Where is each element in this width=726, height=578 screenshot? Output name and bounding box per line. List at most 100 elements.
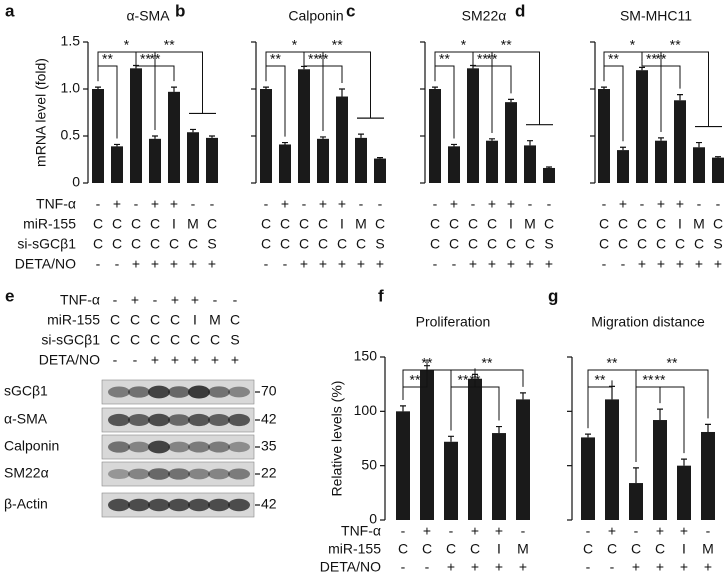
condition: - (113, 352, 118, 368)
condition: + (507, 196, 515, 212)
y-tick-label: 1.5 (61, 33, 81, 49)
condition: C (112, 236, 122, 252)
condition: C (207, 216, 217, 232)
condition: C (280, 236, 290, 252)
condition: + (469, 256, 477, 272)
condition: + (151, 196, 159, 212)
significance-label: ** (595, 372, 606, 388)
significance-label: * (292, 37, 298, 53)
condition: I (497, 541, 501, 557)
condition: - (433, 256, 438, 272)
bar (355, 137, 367, 183)
error-bar (527, 140, 533, 146)
condition: C (318, 216, 328, 232)
condition: C (93, 236, 103, 252)
condition: + (657, 256, 665, 272)
condition: - (602, 196, 607, 212)
band-size: 35 (261, 438, 277, 454)
condition: + (638, 256, 646, 272)
blot-band (108, 468, 130, 480)
condition: - (449, 523, 454, 539)
condition: + (680, 559, 688, 575)
condition: - (634, 523, 639, 539)
condition: C (618, 236, 628, 252)
error-bar (432, 86, 438, 89)
blot-band (228, 441, 250, 453)
bar (298, 69, 310, 183)
condition: I (682, 541, 686, 557)
condition: - (425, 559, 430, 575)
condition: + (695, 256, 703, 272)
error-bar (696, 141, 702, 148)
condition: + (657, 196, 665, 212)
condition: + (319, 196, 327, 212)
significance-label: ** (656, 51, 667, 67)
y-tick-label: 50 (361, 456, 377, 472)
bar (429, 89, 441, 183)
condition: + (450, 196, 458, 212)
blot-band (188, 441, 210, 453)
error-bar (658, 137, 664, 141)
condition: + (619, 196, 627, 212)
panel-letter: g (548, 286, 558, 305)
error-bar (677, 94, 683, 101)
blot-band (128, 441, 150, 453)
bar (111, 146, 123, 183)
condition: C (430, 216, 440, 232)
bar (396, 411, 410, 520)
condition: C (637, 216, 647, 232)
bar (448, 146, 460, 183)
blot-band (228, 413, 250, 427)
condition: C (446, 541, 456, 557)
condition: M (209, 312, 221, 328)
condition: S (375, 236, 384, 252)
y-axis-label: Relative levels (%) (329, 381, 345, 497)
row-label: si-sGCβ1 (17, 236, 76, 252)
condition: C (150, 216, 160, 232)
y-tick-label: 1.0 (61, 80, 81, 96)
condition: - (716, 196, 721, 212)
condition: C (655, 541, 665, 557)
error-bar (681, 458, 687, 466)
significance-label: * (461, 37, 467, 53)
condition: C (430, 236, 440, 252)
bar (279, 144, 291, 183)
condition: - (621, 256, 626, 272)
blot-band (208, 498, 230, 512)
bar (701, 431, 715, 520)
condition: - (283, 256, 288, 272)
error-bar (400, 405, 406, 412)
condition: - (378, 196, 383, 212)
condition: - (264, 196, 269, 212)
condition: C (487, 236, 497, 252)
error-bar (657, 408, 663, 421)
condition: M (517, 541, 529, 557)
row-label: DETA/NO (15, 256, 76, 272)
blot-band (128, 468, 150, 480)
condition: + (151, 352, 159, 368)
condition: + (191, 352, 199, 368)
condition: - (433, 196, 438, 212)
error-bar (508, 98, 514, 103)
error-bar (171, 86, 177, 92)
condition: + (319, 256, 327, 272)
band-label: β-Actin (4, 496, 48, 512)
condition: C (694, 236, 704, 252)
condition: + (189, 256, 197, 272)
condition: + (676, 196, 684, 212)
condition: + (488, 256, 496, 272)
condition: - (586, 523, 591, 539)
significance-label: ** (410, 372, 421, 388)
significance-label: ** (150, 51, 161, 67)
bar (516, 399, 530, 520)
error-bar (209, 135, 215, 138)
blot-band (168, 498, 190, 512)
chart-title: SM-MHC11 (620, 8, 692, 24)
condition: - (113, 292, 118, 308)
condition: - (153, 292, 158, 308)
significance-label: ** (643, 372, 654, 388)
condition: - (401, 523, 406, 539)
bar (92, 89, 104, 183)
blot-band (188, 498, 210, 512)
